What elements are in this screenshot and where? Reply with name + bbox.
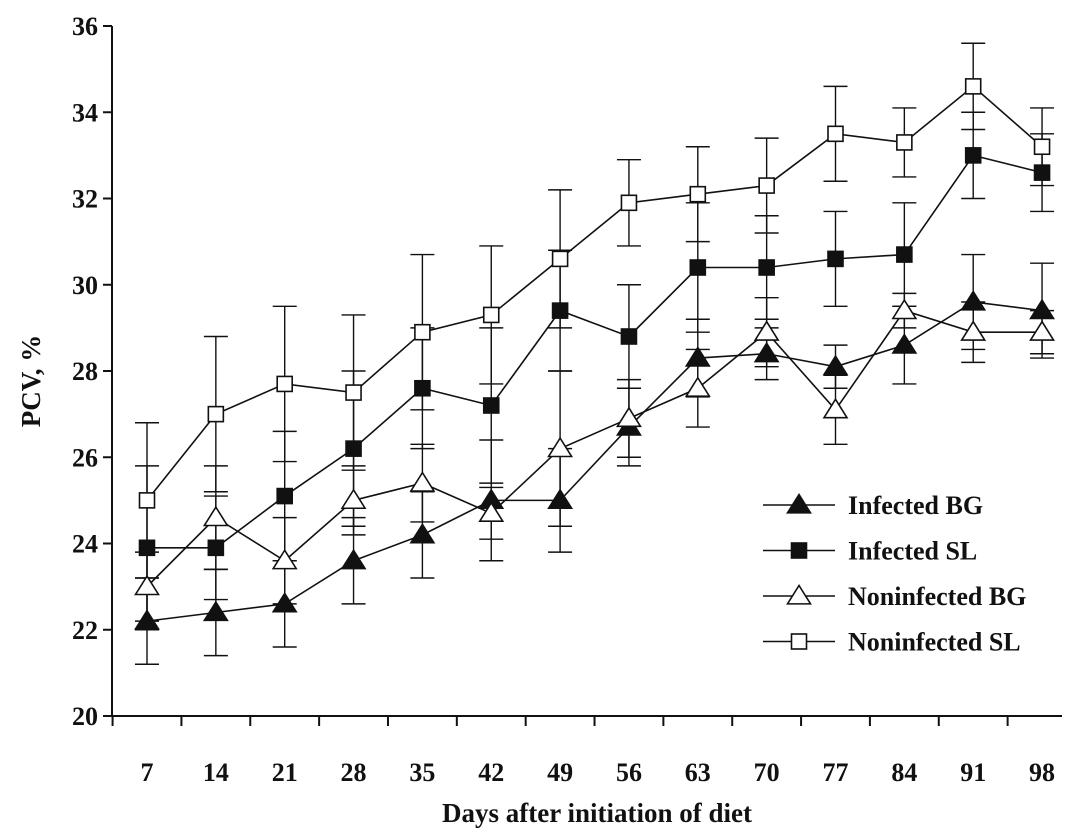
x-tick-label: 28 [341, 758, 367, 787]
legend-marker [790, 542, 808, 559]
data-point [345, 440, 362, 457]
y-axis-title: PCV, % [16, 335, 46, 428]
x-tick-label: 14 [203, 758, 229, 787]
data-point [202, 600, 229, 622]
data-point [1029, 298, 1055, 320]
data-point [758, 177, 775, 194]
series-markers [134, 78, 1055, 630]
data-point [202, 505, 229, 527]
data-point [822, 397, 849, 419]
legend-label: Noninfected BG [848, 582, 1026, 611]
x-tick-label: 70 [754, 758, 780, 787]
data-point [1033, 138, 1051, 156]
y-tick-label: 22 [72, 616, 98, 645]
data-point [207, 539, 225, 557]
legend-label: Infected SL [848, 537, 977, 566]
data-point [340, 548, 367, 570]
data-point [271, 548, 298, 570]
x-tick-label: 63 [685, 758, 711, 787]
data-point [1029, 320, 1055, 341]
data-point [276, 375, 294, 393]
data-point [551, 302, 569, 319]
data-point [620, 328, 638, 345]
series-line-2 [146, 309, 1043, 588]
data-point [271, 591, 298, 613]
y-tick-label: 32 [72, 185, 98, 214]
legend-marker [786, 492, 812, 514]
axes: 20 22 24 26 28 30 32 34 36 7 14 21 28 35 42 49 56 63 70 77 8… [72, 12, 1062, 787]
legend-marker [786, 583, 812, 605]
data-point [482, 306, 500, 324]
x-tick-label: 91 [960, 758, 986, 787]
data-point [684, 376, 711, 397]
data-point [345, 384, 362, 401]
data-point [414, 379, 431, 397]
data-point [891, 333, 918, 354]
data-point [134, 609, 160, 630]
data-point [551, 250, 569, 268]
data-point [827, 250, 844, 268]
x-tick-label: 35 [409, 758, 435, 787]
x-tick-label: 77 [823, 758, 849, 787]
data-point [620, 194, 638, 212]
data-point [891, 298, 918, 320]
data-point [758, 259, 775, 276]
data-point [896, 134, 913, 151]
data-point [547, 436, 574, 458]
legend-label: Infected BG [848, 491, 983, 520]
y-tick-label: 24 [72, 530, 98, 559]
x-tick-label: 56 [616, 758, 642, 787]
data-point [960, 289, 987, 311]
data-point [276, 487, 294, 505]
data-point [478, 501, 505, 522]
legend-label: Noninfected SL [848, 628, 1021, 657]
data-point [753, 320, 780, 341]
data-point [896, 246, 913, 263]
data-point [340, 488, 367, 510]
data-point [689, 259, 707, 276]
y-tick-label: 26 [72, 443, 98, 472]
data-point [689, 185, 707, 203]
data-point [409, 471, 436, 492]
y-tick-label: 20 [72, 702, 98, 731]
data-point [964, 78, 982, 95]
series-line-1 [147, 154, 1043, 549]
x-tick-label: 49 [547, 758, 573, 787]
x-axis-title: Days after initiation of diet [442, 798, 752, 828]
legend: Infected BG Infected SL Noninfected BG Noni… [763, 491, 1026, 657]
x-tick-label: 84 [891, 758, 917, 787]
data-point [482, 397, 500, 414]
data-point [822, 354, 849, 376]
x-tick-label: 21 [272, 758, 298, 787]
data-point [827, 125, 844, 143]
data-point [616, 406, 642, 428]
y-tick-label: 28 [72, 357, 98, 386]
data-point [960, 320, 987, 341]
data-point [134, 574, 160, 596]
data-point [138, 492, 156, 509]
x-tick-label: 7 [141, 758, 154, 787]
data-point [753, 341, 780, 363]
y-tick-label: 36 [72, 12, 98, 41]
y-tick-label: 30 [72, 271, 98, 300]
x-tick-label: 98 [1029, 758, 1055, 787]
data-point [414, 323, 431, 341]
series-line-3 [146, 85, 1043, 501]
y-tick-label: 34 [72, 98, 98, 127]
data-point [1033, 164, 1051, 181]
series-lines [146, 85, 1043, 622]
data-point [138, 539, 156, 557]
data-point [964, 147, 982, 164]
data-point [547, 488, 574, 510]
data-point [684, 346, 711, 367]
data-point [207, 405, 225, 423]
series-line-0 [146, 301, 1043, 622]
legend-marker [790, 633, 808, 650]
data-point [409, 522, 436, 544]
x-tick-label: 42 [478, 758, 504, 787]
